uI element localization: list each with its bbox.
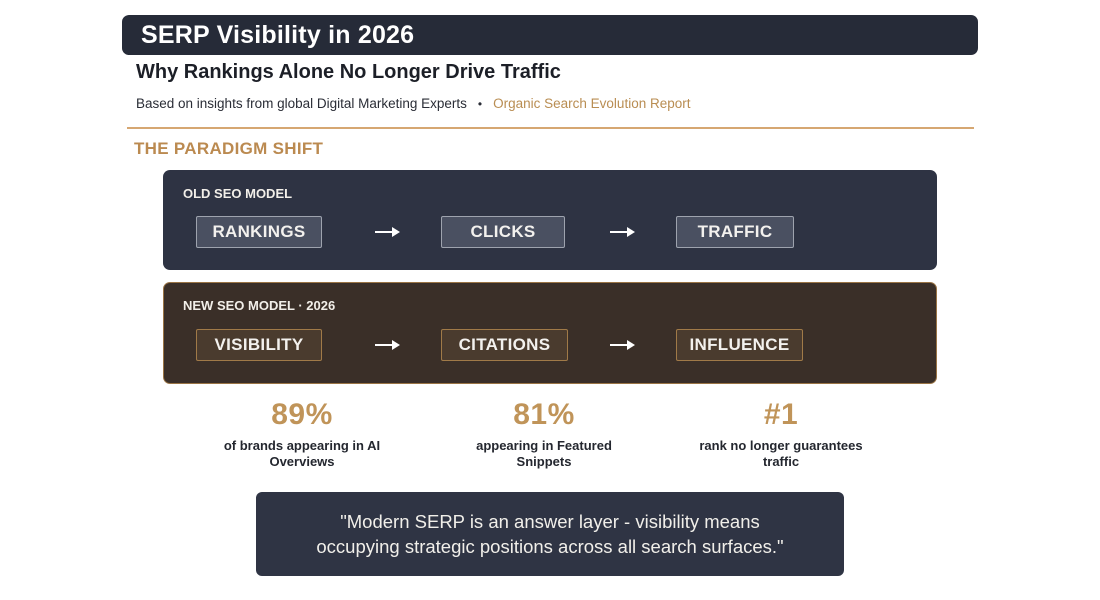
new-model-label: NEW SEO MODEL · 2026 bbox=[183, 298, 336, 313]
quote-line: occupying strategic positions across all… bbox=[316, 536, 784, 557]
stat-featured-snippets: 81% appearing in Featured Snippets bbox=[434, 398, 654, 470]
quote-box: "Modern SERP is an answer layer - visibi… bbox=[256, 492, 844, 576]
old-step-traffic: TRAFFIC bbox=[676, 216, 794, 248]
stat-desc-line: of brands appearing in AI bbox=[223, 438, 381, 453]
right-arrow-icon bbox=[375, 340, 400, 350]
stat-value: 89% bbox=[271, 398, 333, 431]
separator-dot: • bbox=[477, 96, 483, 111]
stat-ai-overviews: 89% of brands appearing in AI Overviews bbox=[192, 398, 412, 470]
old-step-rankings: RANKINGS bbox=[196, 216, 322, 248]
stat-desc-line: traffic bbox=[762, 454, 800, 469]
stat-value: #1 bbox=[763, 398, 799, 431]
source-text: Based on insights from global Digital Ma… bbox=[136, 96, 467, 111]
title-bar: SERP Visibility in 2026 bbox=[122, 15, 978, 55]
quote-text: "Modern SERP is an answer layer - visibi… bbox=[316, 509, 783, 559]
stat-desc-line: Overviews bbox=[269, 454, 335, 469]
stat-description: of brands appearing in AI Overviews bbox=[192, 438, 412, 470]
right-arrow-icon bbox=[375, 227, 400, 237]
section-heading: THE PARADIGM SHIFT bbox=[134, 139, 324, 158]
stat-value: 81% bbox=[513, 398, 575, 431]
stat-desc-line: rank no longer guarantees bbox=[699, 438, 863, 453]
page-subtitle: Why Rankings Alone No Longer Drive Traff… bbox=[136, 61, 561, 83]
old-model-panel: OLD SEO MODEL RANKINGS CLICKS TRAFFIC bbox=[163, 170, 937, 270]
stat-description: appearing in Featured Snippets bbox=[434, 438, 654, 470]
quote-line: "Modern SERP is an answer layer - visibi… bbox=[340, 511, 760, 532]
stat-rank-one: #1 rank no longer guarantees traffic bbox=[671, 398, 891, 470]
new-model-panel: NEW SEO MODEL · 2026 VISIBILITY CITATION… bbox=[163, 282, 937, 384]
old-model-label: OLD SEO MODEL bbox=[183, 186, 293, 201]
new-step-citations: CITATIONS bbox=[441, 329, 568, 361]
report-name: Organic Search Evolution Report bbox=[493, 96, 691, 111]
divider bbox=[127, 127, 974, 129]
source-line: Based on insights from global Digital Ma… bbox=[136, 96, 690, 111]
old-step-clicks: CLICKS bbox=[441, 216, 565, 248]
stat-description: rank no longer guarantees traffic bbox=[671, 438, 891, 470]
new-step-influence: INFLUENCE bbox=[676, 329, 803, 361]
stat-desc-line: appearing in Featured bbox=[476, 438, 612, 453]
page-title: SERP Visibility in 2026 bbox=[141, 20, 415, 49]
right-arrow-icon bbox=[610, 227, 635, 237]
right-arrow-icon bbox=[610, 340, 635, 350]
new-step-visibility: VISIBILITY bbox=[196, 329, 322, 361]
stat-desc-line: Snippets bbox=[516, 454, 572, 469]
